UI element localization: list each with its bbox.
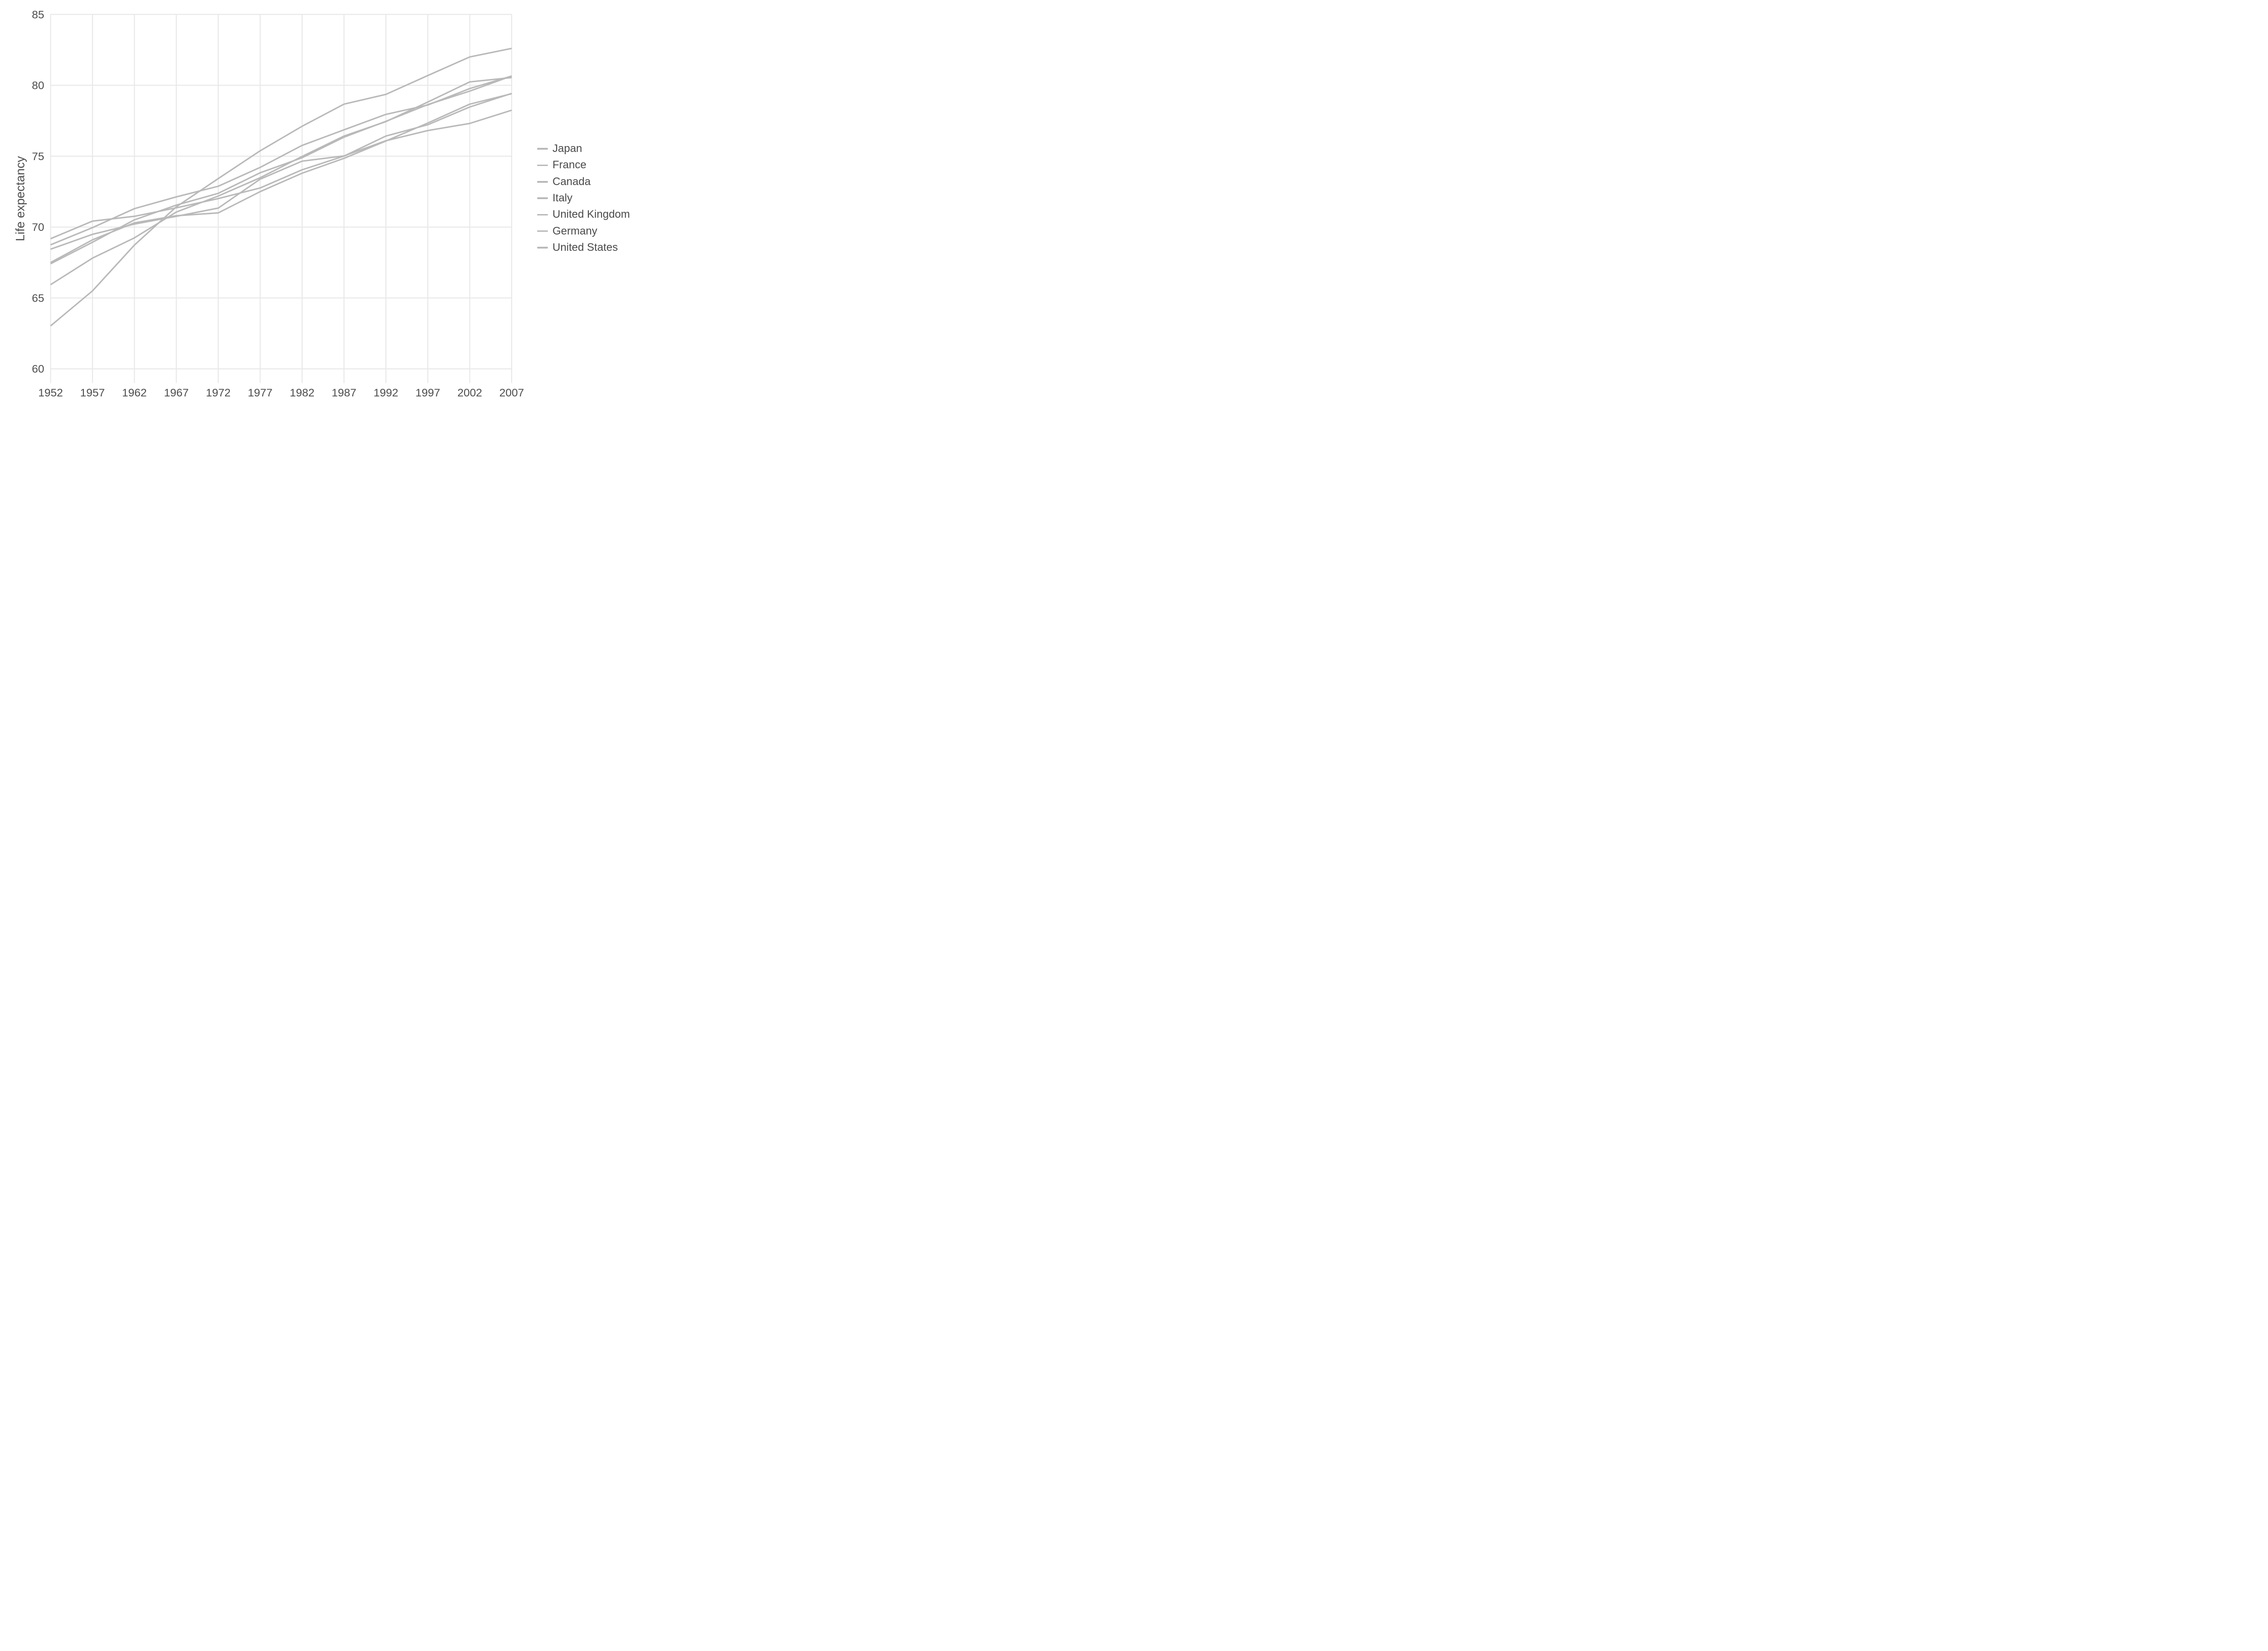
x-tick-label: 1992 bbox=[374, 387, 399, 399]
legend-label: Germany bbox=[552, 225, 597, 237]
y-tick-label: 85 bbox=[32, 9, 44, 21]
x-tick-label: 2002 bbox=[457, 387, 482, 399]
x-tick-label: 1987 bbox=[332, 387, 357, 399]
legend-line-swatch bbox=[537, 230, 548, 232]
axis-tick-labels: 1952 1957 1962 1967 1972 1977 1982 1987 1992 1997… bbox=[32, 9, 524, 399]
legend-line-swatch bbox=[537, 214, 548, 216]
y-tick-label: 70 bbox=[32, 221, 44, 234]
series-line-italy bbox=[50, 77, 512, 285]
series-line-japan bbox=[50, 48, 512, 327]
legend-item-france: France bbox=[537, 157, 630, 173]
x-tick-label: 1962 bbox=[122, 387, 147, 399]
gridlines bbox=[50, 14, 513, 383]
x-tick-label: 1977 bbox=[248, 387, 273, 399]
x-tick-label: 2007 bbox=[499, 387, 524, 399]
legend-line-swatch bbox=[537, 197, 548, 199]
legend-line-swatch bbox=[537, 181, 548, 183]
x-tick-label: 1982 bbox=[290, 387, 315, 399]
legend-item-canada: Canada bbox=[537, 174, 630, 190]
series-lines bbox=[50, 48, 512, 327]
x-tick-label: 1972 bbox=[206, 387, 231, 399]
y-tick-label: 60 bbox=[32, 363, 44, 376]
y-tick-label: 80 bbox=[32, 80, 44, 92]
legend-label: United Kingdom bbox=[552, 208, 630, 221]
legend: Japan France Canada Italy United Kingdom… bbox=[537, 141, 630, 256]
series-line-united-kingdom bbox=[50, 93, 512, 239]
legend-label: France bbox=[552, 159, 587, 171]
plot-area: 1952 1957 1962 1967 1972 1977 1982 1987 1992 1997… bbox=[32, 9, 524, 399]
legend-label: United States bbox=[552, 241, 618, 254]
y-tick-label: 75 bbox=[32, 151, 44, 163]
legend-label: Japan bbox=[552, 142, 582, 155]
legend-item-united-kingdom: United Kingdom bbox=[537, 206, 630, 223]
legend-item-united-states: United States bbox=[537, 239, 630, 256]
legend-label: Canada bbox=[552, 175, 591, 188]
series-line-united-states bbox=[50, 109, 512, 250]
legend-item-germany: Germany bbox=[537, 223, 630, 239]
x-tick-label: 1952 bbox=[38, 387, 63, 399]
line-chart-figure: Life expectancy 1952 1957 1962 1967 1972 1977… bbox=[0, 0, 635, 413]
x-tick-label: 1997 bbox=[415, 387, 440, 399]
series-line-canada bbox=[50, 75, 512, 246]
legend-label: Italy bbox=[552, 192, 573, 205]
x-tick-label: 1957 bbox=[80, 387, 105, 399]
legend-item-italy: Italy bbox=[537, 190, 630, 206]
legend-line-swatch bbox=[537, 164, 548, 166]
legend-line-swatch bbox=[537, 148, 548, 150]
x-tick-label: 1967 bbox=[164, 387, 189, 399]
legend-item-japan: Japan bbox=[537, 141, 630, 157]
y-tick-label: 65 bbox=[32, 292, 44, 304]
legend-line-swatch bbox=[537, 247, 548, 249]
